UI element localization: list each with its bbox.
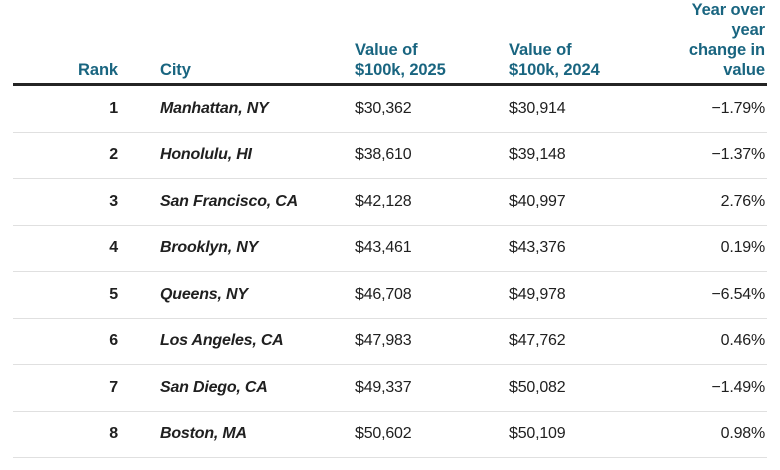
table-row: 5 Queens, NY $46,708 $49,978 −6.54%: [13, 272, 767, 319]
table-body: 1 Manhattan, NY $30,362 $30,914 −1.79% 2…: [13, 86, 767, 458]
yoy-change-cell: −1.37%: [711, 146, 765, 164]
table-row: 6 Los Angeles, CA $47,983 $47,762 0.46%: [13, 319, 767, 365]
value-2024-cell: $50,109: [509, 425, 566, 443]
table-header-row: Rank City Value of $100k, 2025 Value of …: [13, 0, 767, 86]
city-cell: Queens, NY: [160, 285, 248, 303]
table-row: 7 San Diego, CA $49,337 $50,082 −1.49%: [13, 365, 767, 412]
value-2024-cell: $47,762: [509, 332, 566, 350]
table-row: 2 Honolulu, HI $38,610 $39,148 −1.37%: [13, 133, 767, 179]
value-2024-cell: $50,082: [509, 378, 566, 396]
table-row: 8 Boston, MA $50,602 $50,109 0.98%: [13, 412, 767, 458]
home-value-table: Rank City Value of $100k, 2025 Value of …: [13, 0, 767, 458]
city-cell: Brooklyn, NY: [160, 239, 259, 257]
city-cell: San Francisco, CA: [160, 192, 298, 210]
rank-cell: 1: [109, 99, 118, 117]
rank-cell: 8: [109, 425, 118, 443]
table-row: 3 San Francisco, CA $42,128 $40,997 2.76…: [13, 179, 767, 226]
rank-cell: 3: [109, 192, 118, 210]
city-cell: San Diego, CA: [160, 378, 268, 396]
rank-cell: 5: [109, 285, 118, 303]
city-cell: Los Angeles, CA: [160, 332, 284, 350]
header-yoy-change: Year over year change in value: [688, 1, 765, 79]
value-2024-cell: $39,148: [509, 146, 566, 164]
value-2025-cell: $47,983: [355, 332, 412, 350]
value-2024-cell: $40,997: [509, 192, 566, 210]
yoy-change-cell: −6.54%: [711, 285, 765, 303]
yoy-change-cell: −1.49%: [711, 378, 765, 396]
rank-cell: 4: [109, 239, 118, 257]
yoy-change-cell: 2.76%: [720, 192, 766, 210]
value-2024-cell: $43,376: [509, 239, 566, 257]
yoy-change-cell: 0.98%: [720, 425, 766, 443]
value-2025-cell: $42,128: [355, 192, 412, 210]
header-rank: Rank: [78, 61, 118, 79]
value-2025-cell: $49,337: [355, 378, 412, 396]
header-city: City: [160, 61, 191, 79]
value-2025-cell: $50,602: [355, 425, 412, 443]
city-cell: Honolulu, HI: [160, 146, 252, 164]
yoy-change-cell: −1.79%: [711, 99, 765, 117]
header-value-2025: Value of $100k, 2025: [355, 41, 446, 79]
city-cell: Boston, MA: [160, 425, 247, 443]
rank-cell: 2: [109, 146, 118, 164]
rank-cell: 6: [109, 332, 118, 350]
city-cell: Manhattan, NY: [160, 99, 269, 117]
value-2024-cell: $30,914: [509, 99, 566, 117]
value-2025-cell: $38,610: [355, 146, 412, 164]
value-2025-cell: $43,461: [355, 239, 412, 257]
table-row: 4 Brooklyn, NY $43,461 $43,376 0.19%: [13, 226, 767, 272]
table-row: 1 Manhattan, NY $30,362 $30,914 −1.79%: [13, 86, 767, 133]
yoy-change-cell: 0.19%: [720, 239, 766, 257]
rank-cell: 7: [109, 378, 118, 396]
header-value-2024: Value of $100k, 2024: [509, 41, 600, 79]
yoy-change-cell: 0.46%: [720, 332, 766, 350]
value-2025-cell: $30,362: [355, 99, 412, 117]
value-2024-cell: $49,978: [509, 285, 566, 303]
value-2025-cell: $46,708: [355, 285, 412, 303]
